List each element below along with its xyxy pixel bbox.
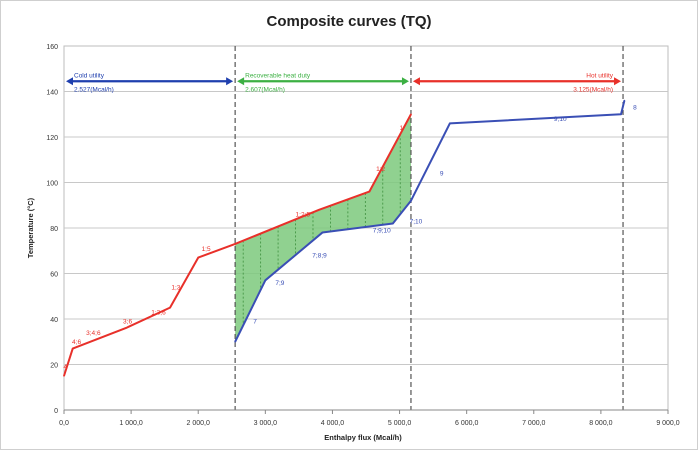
stream-label: 3;6: [123, 319, 132, 326]
y-tick-label: 60: [50, 272, 58, 279]
chart-title: Composite curves (TQ): [266, 13, 431, 30]
series-layer: [63, 99, 626, 377]
y-tick-label: 20: [50, 363, 58, 370]
x-axis-label: Enthalpy flux (Mcal/h): [324, 433, 402, 442]
stream-label: 7;9: [275, 280, 284, 287]
stream-label: 4: [63, 364, 67, 371]
stream-label: 7;8;9: [312, 253, 327, 260]
curve-point: [368, 190, 371, 193]
curve-point: [620, 113, 622, 116]
cold-utility-title: Cold utility: [74, 72, 105, 79]
curve-point: [234, 340, 236, 343]
annotation-layer: Cold utility 2.527(Mcal/h) Recoverable hea…: [66, 72, 622, 93]
stream-label: 1;2: [376, 166, 385, 173]
stream-label: 1;5: [202, 246, 211, 253]
label-layer: 4 4;6 3;4;6 3;6 1;3;6 1;3 1;5 1;2;5 1;2 1 7 7;9 7;8;…: [63, 105, 637, 371]
cold-composite-curve: [234, 100, 626, 343]
curve-point: [264, 279, 267, 282]
y-tick-label: 100: [46, 181, 58, 188]
curve-point: [623, 99, 626, 102]
stream-label: 1;3: [171, 284, 180, 291]
x-tick-label: 5 000,0: [388, 420, 411, 427]
cold-utility-arrowhead-left: [66, 77, 73, 86]
stream-label: 7;10: [410, 218, 423, 225]
curve-point: [318, 209, 320, 211]
x-tick-label: 3 000,0: [254, 420, 277, 427]
curve-point: [169, 306, 171, 309]
x-tick-label: 9 000,0: [656, 420, 679, 427]
stream-label: 9: [440, 171, 444, 178]
hot-utility-title: Hot utility: [586, 72, 613, 79]
recoverable-heat-arrowhead-left: [237, 77, 245, 86]
curve-point: [410, 113, 412, 116]
stream-label: 7: [253, 319, 257, 326]
x-tick-label: 6 000,0: [455, 420, 478, 427]
stream-label: 1;2;5: [296, 212, 311, 219]
recoverable-heat-arrowhead-right: [401, 77, 409, 86]
curve-point: [63, 375, 65, 377]
curve-point: [124, 327, 127, 329]
cold-utility-value: 2.527(Mcal/h): [74, 86, 114, 93]
x-tick-label: 7 000,0: [522, 420, 545, 427]
y-tick-label: 80: [50, 226, 58, 233]
hot-utility-value: 3.125(Mcal/h): [573, 86, 613, 93]
x-tick-label: 4 000,0: [321, 420, 344, 427]
x-tick-label: 0,0: [59, 420, 69, 427]
stream-label: 7;9;10: [373, 228, 391, 235]
recoverable-heat-title: Recoverable heat duty: [245, 72, 311, 79]
x-tick-label: 2 000,0: [187, 420, 210, 427]
fill-layer: [235, 114, 411, 342]
y-tick-label: 0: [54, 408, 58, 415]
stream-label: 1: [400, 125, 404, 132]
cold-utility-arrowhead-right: [226, 77, 234, 86]
y-tick-label: 120: [46, 135, 58, 142]
curve-point: [392, 222, 394, 225]
axis-layer: 0 20 40 60 80 100 120 140 160 0,0 1 000,0 2 000,0 3 …: [46, 44, 679, 427]
stream-label: 8: [633, 105, 637, 112]
y-tick-label: 40: [50, 317, 58, 324]
x-tick-label: 8 000,0: [589, 420, 612, 427]
x-tick-label: 1 000,0: [119, 420, 142, 427]
y-tick-label: 140: [46, 90, 58, 97]
stream-label: 1;3;6: [151, 309, 166, 316]
stream-label: 9;10: [554, 116, 567, 123]
stream-label: 3;4;6: [86, 330, 101, 337]
y-tick-label: 160: [46, 44, 58, 51]
curve-point: [321, 231, 324, 234]
y-axis-label: Temperature (°C): [26, 197, 35, 258]
recoverable-heat-value: 2.607(Mcal/h): [245, 86, 285, 93]
curve-point: [197, 256, 200, 259]
hot-utility-arrowhead-right: [614, 77, 622, 86]
recoverable-heat-area: [235, 114, 411, 342]
grid-layer: [63, 45, 669, 411]
curve-point: [71, 347, 74, 350]
curve-point: [234, 243, 236, 245]
curve-point: [449, 122, 451, 125]
stream-label: 4;6: [72, 339, 81, 346]
curve-point: [410, 199, 412, 202]
hot-utility-arrowhead-left: [412, 77, 420, 86]
